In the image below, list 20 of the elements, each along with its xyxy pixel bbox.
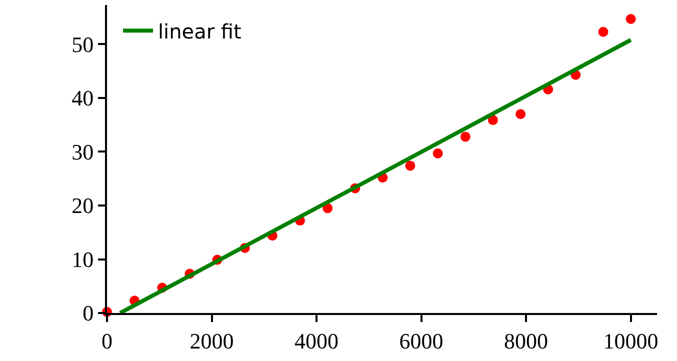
y-tick-label: 50 — [72, 32, 94, 57]
y-tick-label: 20 — [72, 193, 94, 218]
x-tick-label: 8000 — [504, 328, 548, 354]
point — [460, 132, 470, 142]
x-tick-label: 0 — [102, 328, 112, 354]
y-tick-label: 40 — [72, 86, 94, 111]
point — [516, 109, 526, 120]
point — [626, 14, 636, 24]
point — [432, 148, 443, 158]
point — [488, 115, 498, 126]
point — [598, 26, 608, 37]
x-tick-label: 4000 — [294, 328, 339, 354]
x-tick-label: 10000 — [603, 328, 658, 354]
y-tick-label: 0 — [82, 300, 94, 326]
y-tick-label: 30 — [72, 139, 94, 164]
y-tick-label: 10 — [72, 246, 94, 272]
legend-label: linear fit — [158, 19, 242, 44]
point — [405, 160, 416, 171]
x-tick-label: 2000 — [190, 328, 234, 354]
x-tick-label: 6000 — [399, 328, 444, 354]
